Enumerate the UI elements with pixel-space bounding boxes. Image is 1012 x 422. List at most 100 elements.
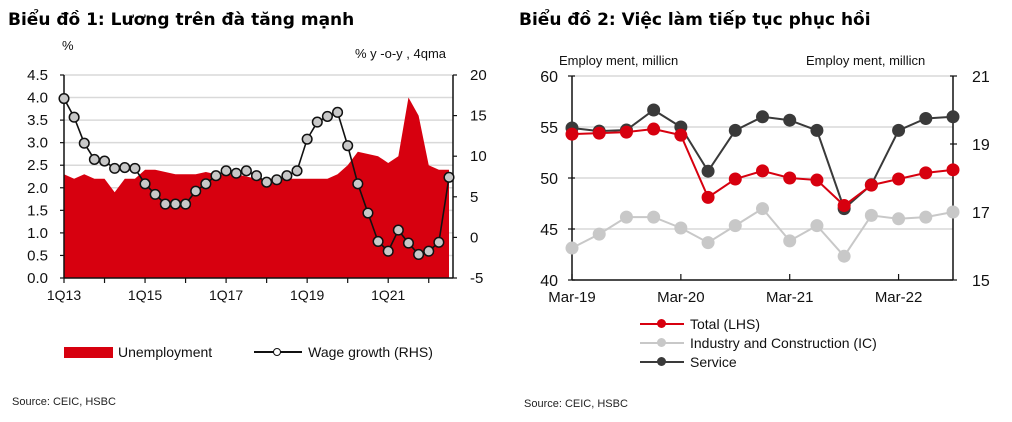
- industry-and-construction-ic-point: [565, 241, 579, 255]
- left-tick-label: 1.0: [27, 225, 48, 242]
- industry-and-construction-ic-point: [592, 227, 606, 241]
- legend-label-service: Service: [690, 353, 737, 370]
- left-tick-label: 50: [540, 171, 558, 188]
- legend-marker-total: [640, 318, 684, 330]
- x-tick-label: 1Q13: [47, 287, 81, 303]
- right-tick-label: -5: [470, 270, 483, 287]
- wage-growth-point: [129, 162, 141, 174]
- chart1-right-axis-label: % y -o-y , 4qma: [355, 46, 447, 61]
- right-tick-label: 0: [470, 229, 478, 246]
- industry-and-construction-ic-point: [919, 210, 933, 224]
- wage-growth-point: [413, 248, 425, 261]
- chart1-title: Biểu đồ 1: Lương trên đà tăng mạnh: [8, 10, 355, 30]
- left-tick-label: 2.5: [27, 157, 48, 174]
- total-lhs-point: [674, 128, 688, 142]
- wage-growth-point: [68, 111, 80, 123]
- left-tick-label: 3.0: [27, 135, 48, 152]
- service-point: [756, 110, 769, 124]
- wage-growth-point: [200, 178, 212, 190]
- left-tick-label: 55: [540, 120, 558, 137]
- industry-and-construction-ic-point: [783, 234, 797, 248]
- right-tick-label: 15: [972, 273, 990, 290]
- wage-growth-point: [159, 198, 171, 210]
- total-lhs-point: [592, 126, 606, 140]
- x-tick-label: Mar-21: [766, 289, 814, 306]
- x-tick-label: 1Q19: [290, 287, 324, 303]
- wage-growth-point: [190, 185, 202, 197]
- left-tick-label: 40: [540, 273, 558, 290]
- x-tick-label: 1Q15: [128, 287, 162, 303]
- industry-and-construction-ic-point: [837, 249, 851, 263]
- wage-growth-point: [332, 106, 344, 118]
- x-tick-label: 1Q21: [371, 287, 405, 303]
- wage-growth-point: [423, 245, 435, 257]
- service-point: [647, 103, 661, 117]
- wage-growth-point: [392, 224, 404, 236]
- wage-growth-point: [443, 171, 455, 183]
- unemployment-area: [64, 97, 449, 278]
- wage-growth-point: [311, 116, 323, 128]
- legend-label-wage-growth: Wage growth (RHS): [308, 344, 433, 360]
- chart1-legend: Unemployment Wage growth (RHS): [64, 344, 433, 360]
- service-point: [946, 110, 960, 124]
- wage-growth-point: [271, 174, 283, 186]
- left-tick-label: 60: [540, 69, 558, 86]
- service-point: [919, 112, 933, 125]
- right-tick-label: 17: [972, 205, 990, 222]
- wage-growth-point: [433, 236, 445, 248]
- wage-growth-point: [109, 162, 121, 174]
- service-point: [783, 113, 797, 127]
- wage-growth-point: [402, 237, 415, 249]
- x-tick-label: Mar-20: [657, 289, 705, 306]
- wage-growth-point: [321, 110, 333, 122]
- legend-label-total: Total (LHS): [690, 315, 761, 332]
- right-tick-label: 10: [470, 148, 487, 165]
- industry-and-construction-ic-point: [892, 212, 906, 226]
- legend-swatch-unemployment: [64, 346, 113, 358]
- wage-growth-point: [342, 140, 354, 152]
- wage-growth-point: [291, 165, 303, 177]
- total-lhs-point: [619, 125, 633, 139]
- chart2-plot: 60 55 50 45 40 21 19 17 15 Mar-19 Mar-20 Mar-21 Mar-…: [540, 69, 990, 306]
- industry-and-construction-ic-point: [864, 208, 878, 222]
- chart2-legend: Total (LHS) Industry and Construction (I…: [640, 314, 877, 371]
- legend-marker-ic: [640, 337, 684, 349]
- chart2-right-axis-label: Employ ment, millicn: [806, 53, 926, 68]
- chart2-title: Biểu đồ 2: Việc làm tiếp tục phục hồi: [519, 10, 871, 30]
- right-tick-label: 5: [470, 189, 478, 206]
- chart1-source: Source: CEIC, HSBC: [12, 396, 116, 408]
- wage-growth-point: [372, 235, 384, 248]
- left-tick-label: 45: [540, 222, 558, 239]
- chart1-left-axis-label: %: [62, 38, 74, 53]
- industry-and-construction-ic-point: [647, 210, 661, 224]
- total-lhs-point: [647, 122, 661, 136]
- total-lhs-point: [701, 190, 715, 204]
- total-lhs-point: [946, 163, 960, 177]
- wage-growth-point: [301, 133, 313, 145]
- chart2-left-axis-label: Employ ment, millicn: [559, 53, 679, 68]
- legend-item-service: Service: [640, 352, 877, 371]
- service-point: [810, 123, 824, 137]
- industry-and-construction-ic-point: [619, 210, 633, 224]
- wage-growth-point: [352, 178, 364, 190]
- chart2-source: Source: CEIC, HSBC: [524, 398, 628, 410]
- service-point: [892, 123, 906, 137]
- wage-growth-point: [362, 207, 374, 219]
- total-lhs-point: [565, 127, 579, 141]
- wage-growth-point: [149, 188, 161, 200]
- wage-growth-point: [119, 162, 131, 174]
- wage-growth-point: [281, 170, 293, 182]
- wage-growth-point: [250, 170, 263, 182]
- total-lhs-point: [837, 199, 851, 213]
- total-lhs-point: [864, 178, 878, 192]
- total-lhs-point: [756, 164, 769, 178]
- industry-and-construction-ic-point: [701, 236, 715, 250]
- wage-growth-point: [220, 165, 232, 177]
- right-tick-label: 19: [972, 137, 990, 154]
- wage-growth-point: [180, 198, 192, 210]
- right-tick-label: 21: [972, 69, 990, 86]
- x-tick-label: Mar-19: [548, 289, 596, 306]
- left-tick-label: 2.0: [27, 180, 48, 197]
- wage-growth-point: [78, 137, 90, 149]
- wage-growth-point: [98, 155, 111, 167]
